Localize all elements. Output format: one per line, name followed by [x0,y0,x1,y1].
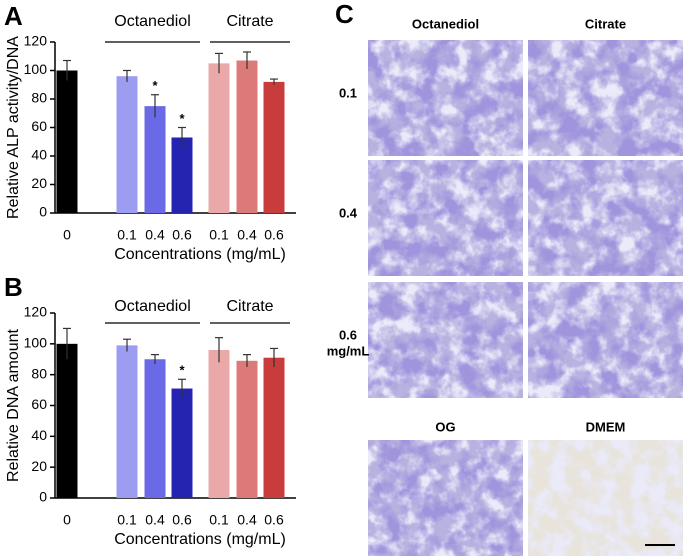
y-axis-label: Relative ALP activity/DNA [5,36,22,219]
y-tick-label: 20 [31,175,47,191]
y-tick-label: 60 [31,118,47,134]
panel-label: B [4,272,23,302]
bar [263,357,285,498]
x-tick-label: 0.1 [117,227,137,243]
micrographs [368,40,683,556]
column-header: Citrate [585,16,626,31]
bar [116,345,138,498]
y-tick-label: 100 [24,335,48,351]
x-tick-label: 0.6 [172,512,192,528]
significance: * [179,363,185,378]
y-tick-label: 40 [31,147,47,163]
bar [116,76,138,213]
control-header: DMEM [586,419,626,434]
x-tick-label: 0.1 [209,227,229,243]
panel-label: C [335,0,354,29]
row-label: 0.4 [339,205,358,220]
x-tick-label: 0.6 [264,227,284,243]
x-axis-label: Concentrations (mg/mL) [114,246,286,263]
column-header: Octanediol [412,16,479,31]
bar [208,350,230,498]
x-tick-label: 0 [63,227,71,243]
y-tick-label: 40 [31,427,47,443]
bar [56,70,78,213]
micrograph-stain [368,440,523,556]
micrograph-stain [528,40,683,156]
panel-label: A [4,1,23,31]
row-label: 0.1 [339,85,357,100]
bar [236,60,258,214]
significance: * [179,111,185,126]
bar [263,81,285,214]
bar [208,63,230,213]
x-tick-label: 0 [63,512,71,528]
micrograph-stain [368,160,523,276]
unit-label: mg/mL [327,343,370,358]
y-tick-label: 0 [39,204,47,220]
bar [171,388,193,498]
significance: * [152,78,158,93]
row-label: 0.6 [339,327,357,342]
x-tick-label: 0.4 [237,227,257,243]
micrograph-stain [528,282,683,398]
x-tick-label: 0.4 [145,227,165,243]
x-tick-label: 0.1 [117,512,137,528]
control-header: OG [435,419,455,434]
x-tick-label: 0.4 [237,512,257,528]
y-tick-label: 80 [31,365,47,381]
y-tick-label: 0 [39,489,47,505]
group-label: Citrate [226,13,273,30]
micrograph-stain [368,40,523,156]
group-label: Citrate [226,298,273,315]
x-axis-label: Concentrations (mg/mL) [114,531,286,548]
y-tick-label: 80 [31,90,47,106]
micrograph-stain [368,282,523,398]
x-tick-label: 0.4 [145,512,165,528]
micrograph-texture [528,440,683,556]
y-tick-label: 120 [24,304,48,320]
x-tick-label: 0.6 [264,512,284,528]
y-tick-label: 100 [24,61,48,77]
x-tick-label: 0.6 [172,227,192,243]
bar [144,359,166,498]
y-tick-label: 120 [24,33,48,49]
x-tick-label: 0.1 [209,512,229,528]
bar [56,343,78,498]
bar [171,137,193,213]
micrograph-stain [528,160,683,276]
y-axis-label: Relative DNA amount [5,328,22,482]
group-label: Octanediol [114,13,191,30]
y-tick-label: 20 [31,458,47,474]
bar [144,106,166,213]
bar [236,360,258,498]
group-label: Octanediol [114,298,191,315]
y-tick-label: 60 [31,396,47,412]
